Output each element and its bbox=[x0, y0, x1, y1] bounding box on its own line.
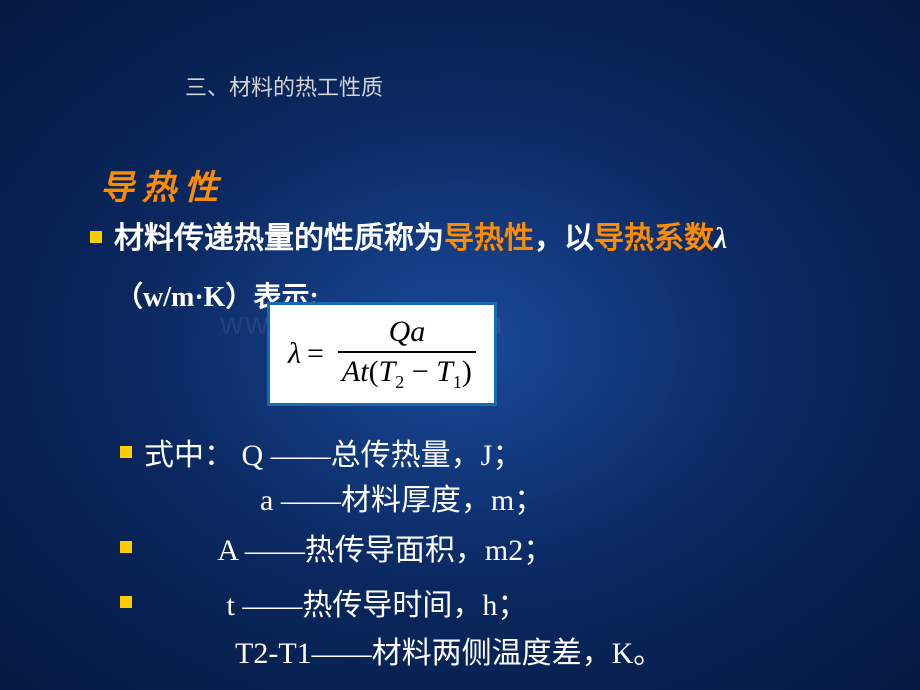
main-text: 材料传递热量的性质称为导热性，以导热系数λ bbox=[114, 218, 727, 260]
formula-lhs: λ bbox=[288, 337, 301, 371]
text-highlight-2: 导热系数 bbox=[594, 222, 714, 255]
definition-time: t ——热传导时间，h； bbox=[144, 580, 527, 624]
formula-box: λ = Qa At(T2 − T1) bbox=[267, 302, 497, 406]
bullet-icon bbox=[90, 231, 102, 243]
denom-t1: T bbox=[436, 355, 453, 388]
definition-area: A ——热传导面积，m2； bbox=[144, 525, 553, 569]
definition-row-deltat: T2-T1——材料两侧温度差，K。 bbox=[235, 628, 663, 672]
fraction-numerator: Qa bbox=[381, 315, 434, 351]
denom-paren-open: ( bbox=[369, 355, 379, 388]
denom-sub1: 1 bbox=[453, 372, 462, 392]
denom-t2: T bbox=[379, 355, 396, 388]
formula-equals: = bbox=[307, 337, 324, 371]
text-highlight-1: 导热性 bbox=[444, 222, 534, 255]
definition-deltat: T2-T1——材料两侧温度差，K。 bbox=[235, 628, 663, 672]
formula-fraction: Qa At(T2 − T1) bbox=[338, 315, 476, 393]
definition-row-a: a ——材料厚度，m； bbox=[260, 475, 544, 519]
definition-q: 式中： Q ——总传热量，J； bbox=[144, 430, 522, 474]
definition-row-time: t ——热传导时间，h； bbox=[120, 580, 527, 624]
bullet-icon bbox=[120, 541, 132, 553]
denom-paren-close: ) bbox=[462, 355, 472, 388]
denom-minus: − bbox=[404, 355, 436, 388]
bullet-icon bbox=[120, 596, 132, 608]
definition-row-area: A ——热传导面积，m2； bbox=[120, 525, 553, 569]
text-part-3: ，以 bbox=[534, 222, 594, 255]
denom-sub2: 2 bbox=[395, 372, 404, 392]
denom-at: At bbox=[342, 355, 369, 388]
section-title: 导热性 bbox=[100, 160, 226, 209]
definition-a: a ——材料厚度，m； bbox=[260, 475, 544, 519]
lambda-symbol: λ bbox=[714, 222, 727, 255]
text-part-1: 材料传递热量的性质称为 bbox=[114, 222, 444, 255]
definition-row-q: 式中： Q ——总传热量，J； bbox=[120, 430, 522, 474]
main-bullet-row: 材料传递热量的性质称为导热性，以导热系数λ bbox=[90, 218, 727, 260]
fraction-denominator: At(T2 − T1) bbox=[338, 353, 476, 393]
formula-content: λ = Qa At(T2 − T1) bbox=[288, 315, 476, 393]
bullet-icon bbox=[120, 446, 132, 458]
page-header: 三、材料的热工性质 bbox=[185, 70, 383, 102]
